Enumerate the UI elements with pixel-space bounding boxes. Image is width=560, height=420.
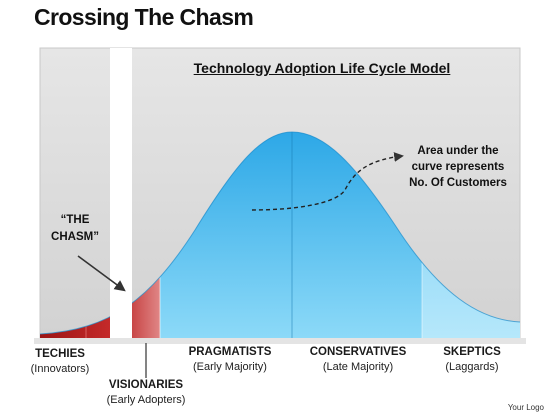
footer-logo: Your Logo	[507, 403, 544, 412]
baseline-shadow	[34, 338, 526, 344]
segment-label-techies: TECHIES (Innovators)	[22, 348, 98, 375]
segment-subtitle: (Laggards)	[445, 361, 499, 373]
segment-subtitle: (Late Majority)	[322, 361, 394, 373]
segment-name: SKEPTICS	[443, 346, 501, 358]
segment-subtitle: (Early Adopters)	[106, 394, 186, 406]
segment-name: VISIONARIES	[108, 379, 184, 391]
chasm-label: “THE CHASM”	[40, 212, 110, 246]
curve-outline	[39, 131, 521, 335]
chasm-label-line: “THE	[60, 214, 90, 226]
area-note-line: curve represents	[411, 161, 505, 173]
segment-label-skeptics: SKEPTICS (Laggards)	[430, 346, 514, 373]
segment-name: TECHIES	[35, 348, 85, 360]
chasm-arrow	[77, 255, 126, 292]
segment-subtitle: (Early Majority)	[193, 361, 267, 373]
segment-label-conservatives: CONSERVATIVES (Late Majority)	[300, 346, 416, 373]
segment-label-pragmatists: PRAGMATISTS (Early Majority)	[180, 346, 280, 373]
segment-label-visionaries: VISIONARIES (Early Adopters)	[96, 379, 196, 406]
area-note-line: Area under the	[417, 145, 499, 157]
model-title: Technology Adoption Life Cycle Model	[193, 60, 451, 76]
area-note-line: No. Of Customers	[409, 177, 507, 189]
page-title: Crossing The Chasm	[34, 4, 254, 30]
segment-name: PRAGMATISTS	[188, 346, 272, 358]
chasm-gap	[110, 48, 132, 340]
area-arrow	[251, 152, 404, 211]
area-note: Area under the curve represents No. Of C…	[398, 143, 518, 191]
segment-subtitle: (Innovators)	[30, 363, 90, 375]
segment-name: CONSERVATIVES	[309, 346, 407, 358]
chasm-label-line: CHASM”	[51, 231, 99, 243]
